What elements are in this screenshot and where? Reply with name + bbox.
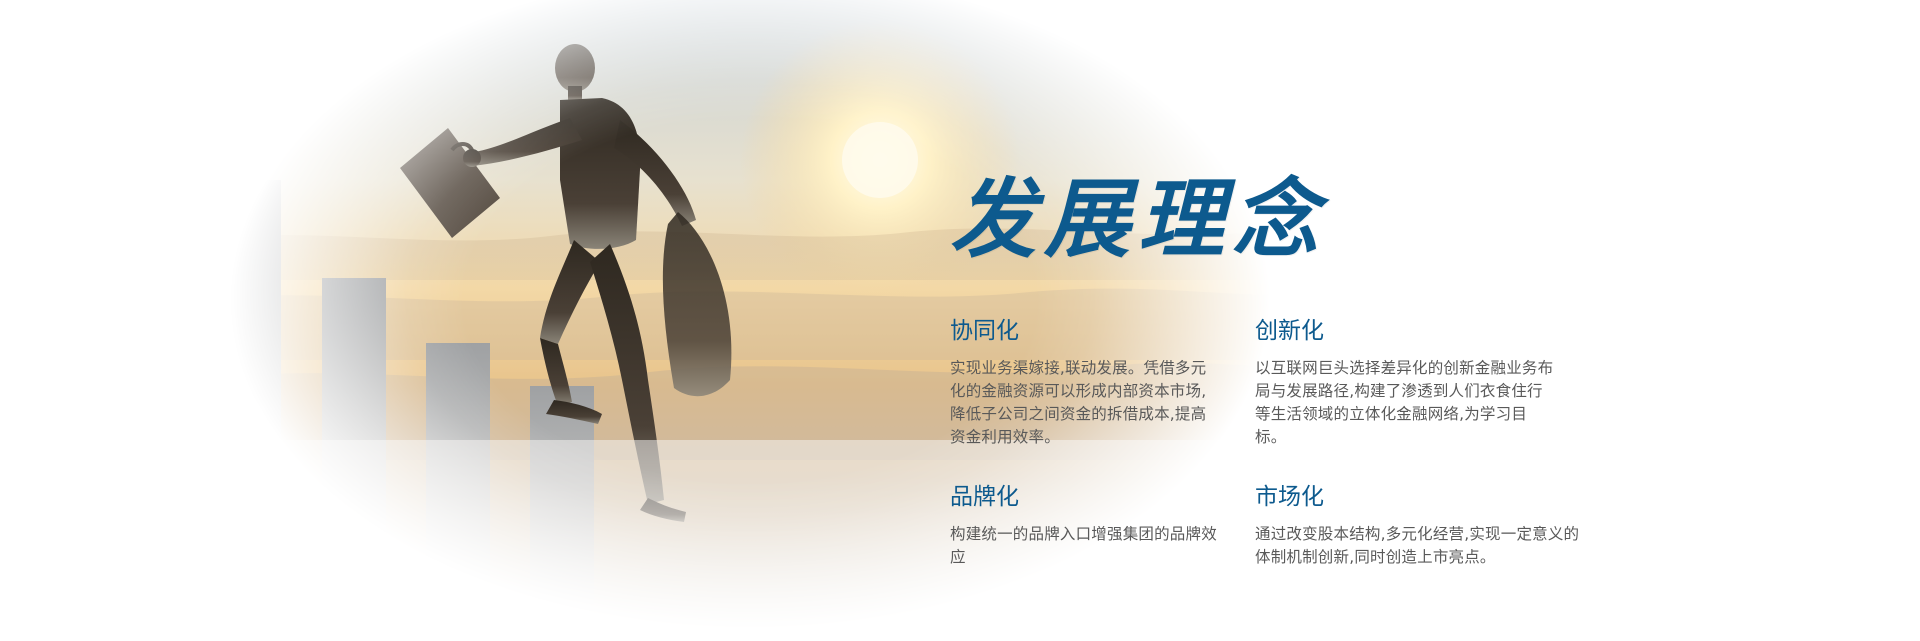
item-title: 协同化 [950, 318, 1019, 344]
philosophy-item-innovation: 创新化 以互联网巨头选择差异化的创新金融业务布局与发展路径,构建了渗透到人们衣食… [1255, 317, 1555, 449]
section-title: 发展理念 [950, 169, 1326, 270]
item-title: 品牌化 [950, 484, 1019, 510]
cloud-band-1 [190, 228, 1290, 280]
item-title: 市场化 [1255, 484, 1324, 510]
item-title: 创新化 [1255, 318, 1324, 344]
development-philosophy-section: 发展理念 协同化 实现业务渠嫁接,联动发展。凭借多元化的金融资源可以形成内部资本… [950, 170, 1650, 590]
philosophy-item-branding: 品牌化 构建统一的品牌入口增强集团的品牌效应 [950, 483, 1220, 569]
sun [842, 122, 918, 198]
cloud-band-2 [190, 288, 1290, 360]
hero-illustration [190, 0, 1290, 641]
businessman-silhouette-illustration [190, 0, 1290, 641]
haze [190, 440, 1290, 641]
item-body: 实现业务渠嫁接,联动发展。凭借多元化的金融资源可以形成内部资本市场,降低子公司之… [950, 359, 1207, 446]
philosophy-item-synergy: 协同化 实现业务渠嫁接,联动发展。凭借多元化的金融资源可以形成内部资本市场,降低… [950, 317, 1220, 449]
item-body: 通过改变股本结构,多元化经营,实现一定意义的体制机制创新,同时创造上市亮点。 [1255, 525, 1580, 566]
businessman-figure [463, 44, 732, 522]
item-body: 构建统一的品牌入口增强集团的品牌效应 [950, 525, 1217, 566]
philosophy-item-marketization: 市场化 通过改变股本结构,多元化经营,实现一定意义的体制机制创新,同时创造上市亮… [1255, 483, 1585, 569]
item-body: 以互联网巨头选择差异化的创新金融业务布局与发展路径,构建了渗透到人们衣食住行等生… [1255, 359, 1554, 446]
briefcase-icon [400, 128, 500, 238]
